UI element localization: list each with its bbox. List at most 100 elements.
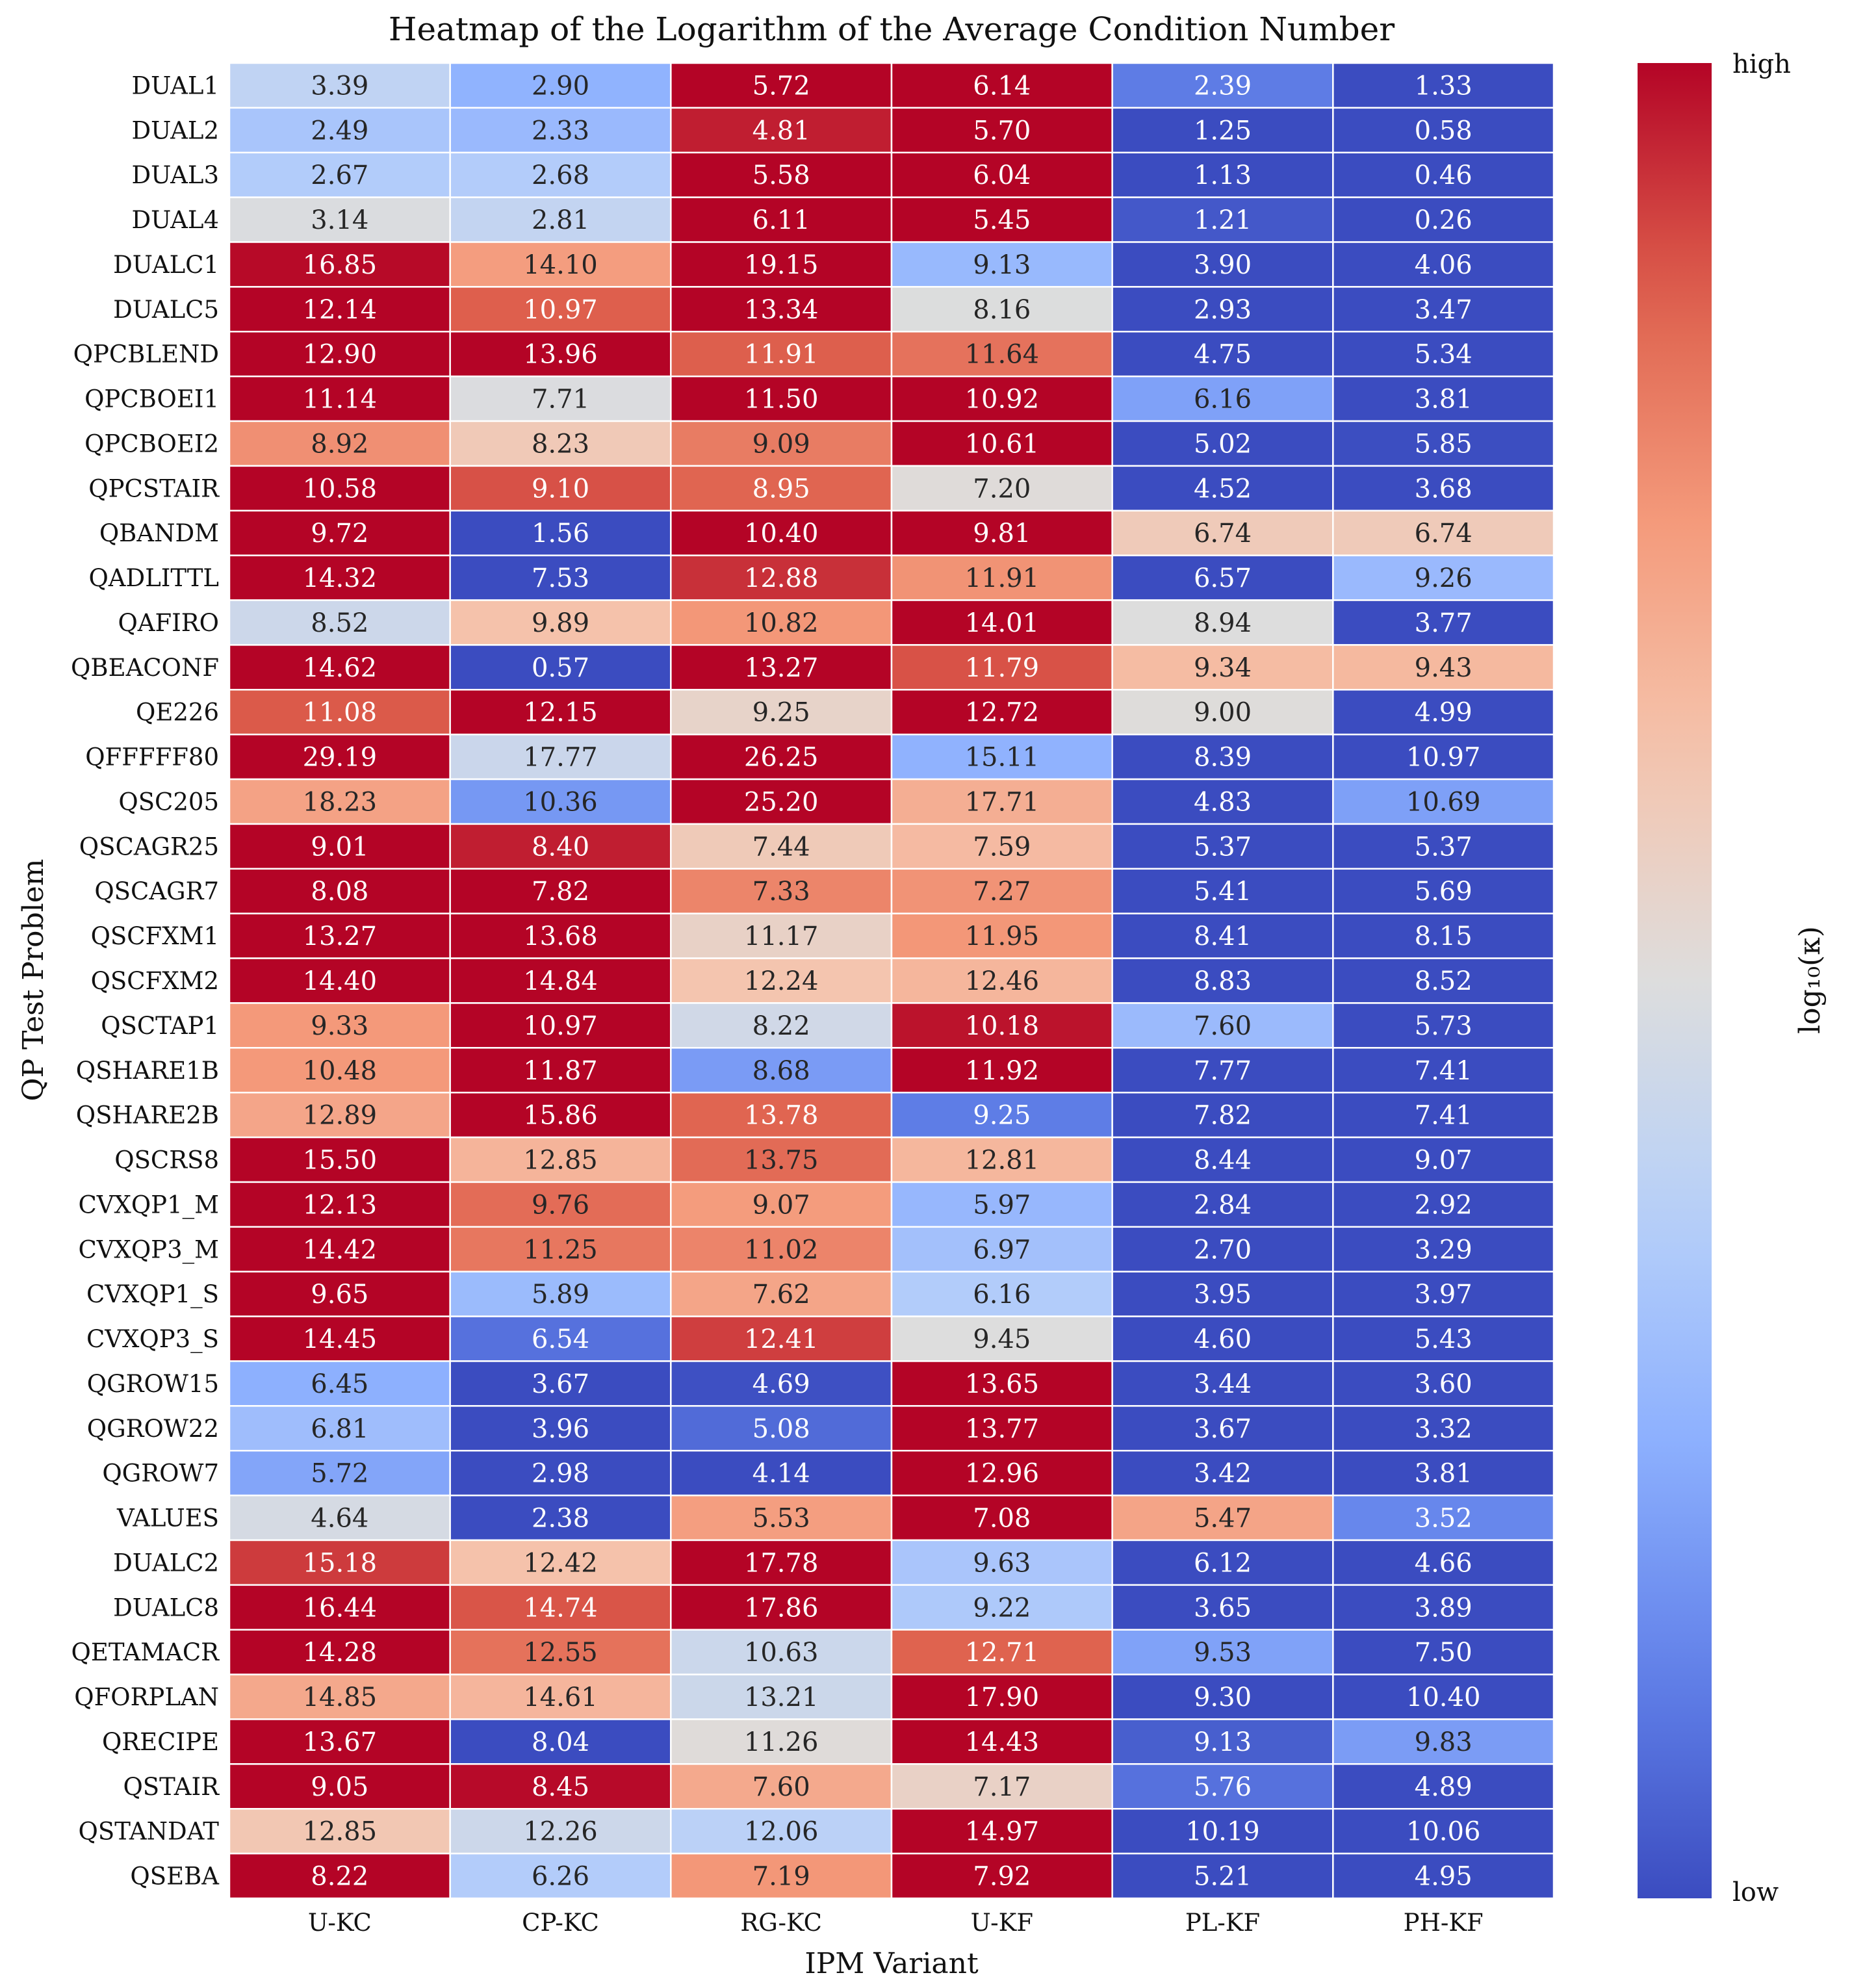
cell-value-label: 10.19 (1185, 1817, 1260, 1847)
cell-value-label: 14.97 (965, 1817, 1040, 1847)
cell-value-label: 9.65 (311, 1280, 368, 1310)
heatmap-cell (449, 957, 672, 1004)
cell-value-label: 2.38 (532, 1504, 589, 1534)
cell-value-label: 7.82 (1194, 1101, 1252, 1131)
cell-value-label: 12.71 (965, 1638, 1040, 1668)
heatmap-cell (1332, 644, 1555, 691)
heatmap-cell (228, 1271, 451, 1317)
heatmap-cell (1332, 554, 1555, 601)
cell-value-label: 9.33 (311, 1011, 368, 1041)
cell-value-label: 12.24 (744, 966, 819, 996)
heatmap-cell (1332, 1047, 1555, 1094)
heatmap-cell (1111, 241, 1334, 288)
row-tick-label: QSHARE2B (76, 1102, 219, 1130)
cell-value-label: 4.95 (1415, 1862, 1473, 1892)
heatmap-cell (890, 1763, 1113, 1810)
heatmap-cell (1332, 1852, 1555, 1900)
cell-value-label: 9.05 (311, 1772, 368, 1802)
row-tick-label: CVXQP1_M (78, 1191, 219, 1219)
heatmap-cell (1111, 868, 1334, 914)
cell-value-label: 14.01 (965, 608, 1040, 638)
cell-value-label: 7.53 (532, 563, 589, 593)
heatmap-cell (449, 1763, 672, 1810)
heatmap-cell (1332, 1315, 1555, 1362)
heatmap-cell (1332, 1539, 1555, 1586)
x-axis-label: IPM Variant (804, 1947, 979, 1980)
cell-value-label: 14.84 (523, 966, 598, 996)
heatmap-cell (1332, 1449, 1555, 1497)
cell-value-label: 12.90 (303, 340, 378, 370)
row-tick-label: QE226 (136, 699, 219, 727)
cell-value-label: 3.32 (1415, 1414, 1473, 1444)
cell-value-label: 5.37 (1415, 832, 1473, 862)
heatmap-cell (670, 1807, 893, 1855)
heatmap-cell (890, 554, 1113, 601)
cell-value-label: 0.57 (532, 653, 589, 683)
cell-value-label: 29.19 (303, 743, 378, 773)
cell-value-label: 17.90 (965, 1683, 1040, 1712)
heatmap-cell (228, 1807, 451, 1855)
cell-value-label: 2.39 (1194, 71, 1252, 101)
heatmap-cell (670, 241, 893, 288)
heatmap-cell (1332, 1763, 1555, 1810)
cell-value-label: 13.96 (523, 340, 598, 370)
cell-value-label: 4.75 (1194, 340, 1252, 370)
heatmap-cell (670, 331, 893, 378)
cell-value-label: 9.00 (1194, 698, 1252, 728)
heatmap-cell (670, 644, 893, 691)
heatmap-cell (890, 1494, 1113, 1542)
cell-value-label: 4.89 (1415, 1772, 1473, 1802)
cell-value-label: 8.94 (1194, 608, 1252, 638)
cell-value-label: 5.02 (1194, 429, 1252, 459)
cell-value-label: 8.22 (311, 1862, 368, 1892)
cell-value-label: 6.11 (752, 205, 810, 235)
heatmap-cell (1111, 1449, 1334, 1497)
cell-value-label: 3.39 (311, 71, 368, 101)
cell-value-label: 8.52 (1415, 966, 1473, 996)
cell-value-label: 6.57 (1194, 563, 1252, 593)
heatmap-cell (1332, 196, 1555, 243)
cell-value-label: 12.26 (523, 1817, 598, 1847)
heatmap-cell (228, 599, 451, 646)
cell-value-label: 12.96 (965, 1459, 1040, 1489)
column-tick-label: RG-KC (740, 1909, 822, 1937)
cell-value-label: 14.85 (303, 1683, 378, 1712)
heatmap-cell (890, 1091, 1113, 1139)
cell-value-label: 7.60 (1194, 1011, 1252, 1041)
row-tick-label: QFFFFF80 (85, 743, 219, 771)
cell-value-label: 12.81 (965, 1146, 1040, 1176)
cell-value-label: 12.85 (303, 1817, 378, 1847)
heatmap-cell (1332, 778, 1555, 825)
cell-value-label: 13.75 (744, 1146, 819, 1176)
cell-value-label: 8.83 (1194, 966, 1252, 996)
cell-value-label: 5.69 (1415, 877, 1473, 907)
cell-value-label: 11.26 (744, 1727, 819, 1757)
row-tick-label: QGROW7 (102, 1460, 219, 1488)
cell-value-label: 3.95 (1194, 1280, 1252, 1310)
cell-value-label: 8.44 (1194, 1146, 1252, 1176)
cell-value-label: 3.67 (532, 1369, 589, 1399)
heatmap-cell (890, 1718, 1113, 1765)
cell-value-label: 10.92 (965, 385, 1040, 415)
heatmap-cell (1332, 420, 1555, 467)
cell-value-label: 4.66 (1415, 1548, 1473, 1578)
cell-value-label: 8.41 (1194, 922, 1252, 951)
row-tick-label: QSCAGR7 (94, 877, 219, 905)
row-tick-label: QSCFXM2 (91, 967, 219, 995)
cell-value-label: 9.83 (1415, 1727, 1473, 1757)
heatmap-cell (228, 1629, 451, 1675)
cell-value-label: 9.07 (1415, 1146, 1473, 1176)
heatmap-cell (670, 823, 893, 870)
cell-value-label: 15.50 (303, 1146, 378, 1176)
cell-value-label: 11.25 (523, 1235, 598, 1265)
heatmap-cell (1111, 196, 1334, 243)
cell-value-label: 9.26 (1415, 563, 1473, 593)
cell-value-label: 11.87 (523, 1056, 598, 1086)
heatmap-cell (1111, 1091, 1334, 1139)
heatmap-cell (1111, 1494, 1334, 1542)
row-tick-label: DUAL3 (131, 161, 219, 189)
cell-value-label: 9.53 (1194, 1638, 1252, 1668)
cell-value-label: 6.16 (1194, 385, 1252, 415)
cell-value-label: 9.25 (973, 1101, 1031, 1131)
heatmap-cell (670, 599, 893, 646)
